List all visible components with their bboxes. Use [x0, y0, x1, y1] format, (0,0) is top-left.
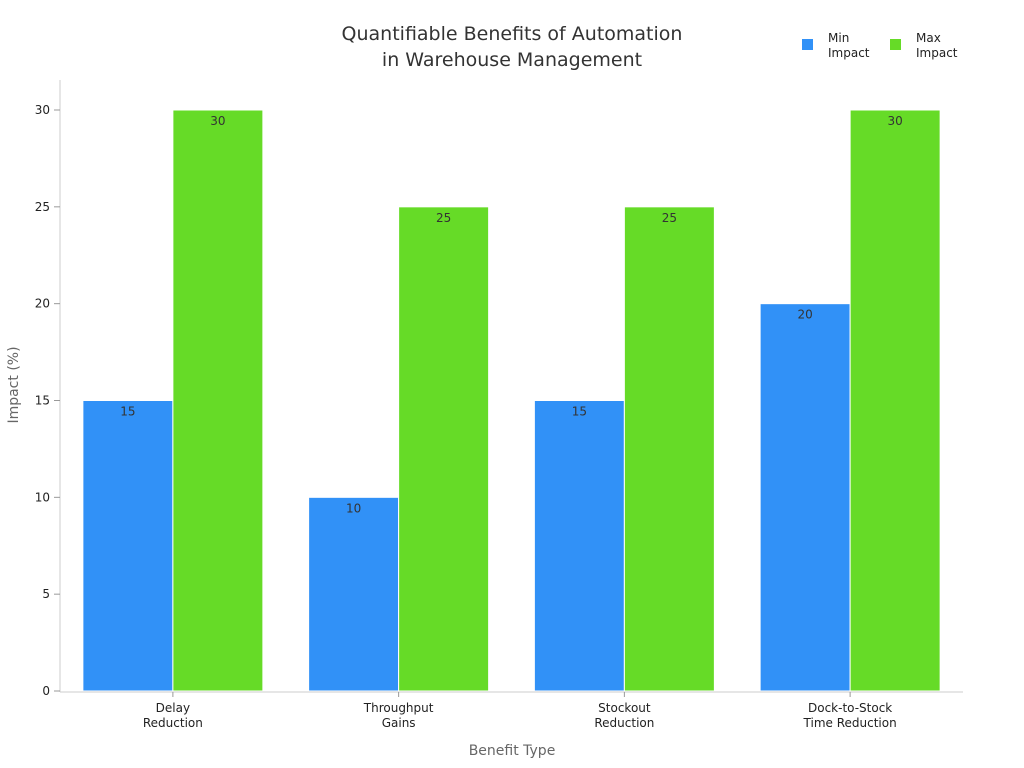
- x-ticks: DelayReductionThroughputGainsStockoutRed…: [143, 692, 897, 730]
- data-label: 15: [120, 405, 135, 419]
- y-axis-label: Impact (%): [6, 346, 22, 423]
- legend-swatch-1: [890, 39, 901, 50]
- y-tick-label: 20: [35, 297, 50, 311]
- x-tick-label: Gains: [382, 716, 416, 730]
- axes: [59, 80, 963, 693]
- x-tick-label: Dock-to-Stock: [808, 701, 892, 715]
- data-label: 30: [887, 114, 902, 128]
- x-tick-label: Stockout: [598, 701, 651, 715]
- x-tick-label: Throughput: [363, 701, 434, 715]
- bar-0-1: [308, 496, 400, 692]
- x-tick-label: Delay: [156, 701, 190, 715]
- y-tick-label: 0: [42, 684, 50, 698]
- legend-label-0: Min: [828, 31, 849, 45]
- legend-swatch-0: [802, 39, 813, 50]
- y-tick-label: 30: [35, 103, 50, 117]
- x-tick-label: Reduction: [143, 716, 203, 730]
- y-tick-label: 15: [35, 394, 50, 408]
- bars: 15 30 10 25 15 25 20 30: [82, 109, 941, 692]
- bar-1-1: [398, 206, 490, 692]
- y-ticks: 0 5 10 15 20 25 30: [35, 103, 60, 698]
- bar-1-3: [849, 109, 941, 692]
- chart-title: Quantifiable Benefits of Automation in W…: [342, 23, 683, 71]
- data-label: 15: [572, 405, 587, 419]
- bar-0-3: [759, 303, 851, 692]
- bar-1-2: [623, 206, 715, 692]
- chart-title-line-2: in Warehouse Management: [382, 49, 642, 71]
- x-axis-label: Benefit Type: [469, 743, 556, 759]
- bar-1-0: [172, 109, 264, 692]
- data-label: 30: [210, 114, 225, 128]
- x-tick-label: Time Reduction: [803, 716, 897, 730]
- bar-0-0: [82, 400, 174, 692]
- y-tick-label: 10: [35, 490, 50, 504]
- bar-0-2: [533, 400, 625, 692]
- x-tick-label: Reduction: [594, 716, 654, 730]
- legend-label-1: Max: [916, 31, 941, 45]
- data-label: 10: [346, 501, 361, 515]
- legend-label-0: Impact: [828, 46, 870, 60]
- data-label: 25: [436, 211, 451, 225]
- chart-title-line-1: Quantifiable Benefits of Automation: [342, 23, 683, 45]
- data-label: 20: [797, 308, 812, 322]
- y-tick-label: 25: [35, 200, 50, 214]
- data-label: 25: [662, 211, 677, 225]
- legend-label-1: Impact: [916, 46, 958, 60]
- y-tick-label: 5: [42, 587, 50, 601]
